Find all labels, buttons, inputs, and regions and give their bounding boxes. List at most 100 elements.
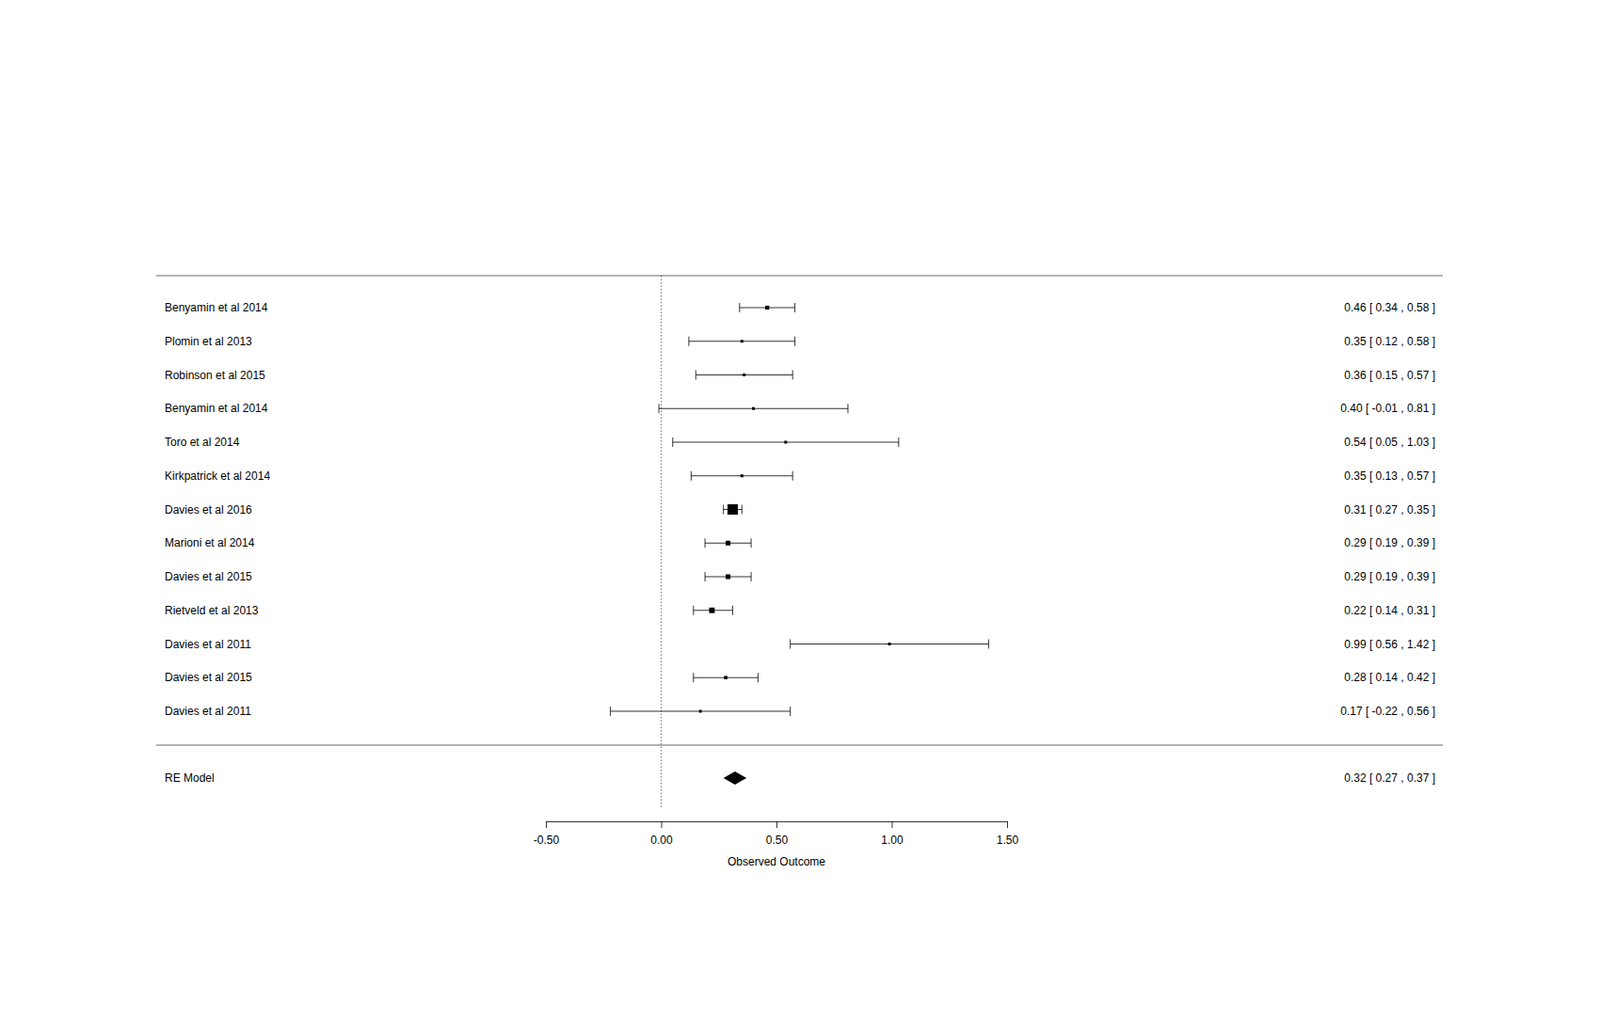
tick-label: 0.00	[650, 833, 673, 848]
point-estimate	[752, 407, 755, 411]
study-label: Toro et al 2014	[164, 435, 240, 449]
estimate-label: 0.28 [ 0.14 , 0.42 ]	[1344, 671, 1436, 685]
ci-line	[690, 475, 793, 477]
ci-cap	[794, 303, 796, 313]
summary-estimate-label: 0.32 [ 0.27 , 0.37 ]	[1344, 771, 1436, 785]
study-label: Kirkpatrick et al 2014	[164, 469, 271, 483]
point-estimate	[708, 608, 715, 614]
summary-label: RE Model	[164, 771, 215, 785]
ci-cap	[695, 370, 697, 381]
summary-diamond	[723, 771, 748, 785]
tick-mark	[892, 821, 894, 829]
study-label: Davies et al 2016	[164, 503, 253, 517]
point-estimate	[725, 575, 731, 580]
study-row	[672, 437, 899, 448]
x-tick: 1.50	[996, 821, 1020, 848]
ci-cap	[722, 505, 724, 515]
estimate-label: 0.31 [ 0.27 , 0.35 ]	[1344, 503, 1436, 517]
study-label: Davies et al 2015	[164, 570, 253, 584]
study-row	[704, 538, 752, 548]
x-tick: 0.50	[766, 821, 789, 848]
tick-label: -0.50	[533, 833, 560, 848]
estimate-label: 0.54 [ 0.05 , 1.03 ]	[1344, 435, 1436, 449]
ci-line	[688, 340, 796, 342]
estimate-label: 0.17 [ -0.22 , 0.56 ]	[1340, 704, 1436, 719]
estimate-label: 0.35 [ 0.12 , 0.58 ]	[1344, 335, 1436, 349]
estimate-label: 0.22 [ 0.14 , 0.31 ]	[1344, 604, 1436, 618]
ci-cap	[988, 640, 990, 650]
study-row	[693, 606, 734, 616]
study-row	[693, 672, 759, 683]
tick-label: 1.50	[996, 833, 1020, 848]
ci-cap	[738, 303, 740, 313]
point-estimate	[888, 642, 892, 646]
ci-cap	[672, 437, 673, 448]
ci-cap	[741, 505, 743, 515]
plot-area	[610, 275, 990, 809]
x-tick: 0.00	[650, 821, 673, 848]
ci-line	[610, 711, 791, 713]
study-row	[723, 504, 743, 515]
study-row	[690, 471, 793, 481]
study-label: Benyamin et al 2014	[164, 401, 269, 416]
ci-cap	[789, 640, 791, 650]
x-tick: -0.50	[533, 821, 560, 848]
ci-cap	[692, 672, 694, 683]
point-estimate	[740, 339, 744, 343]
ci-cap	[789, 706, 791, 717]
ci-cap	[692, 606, 694, 616]
study-label: Plomin et al 2013	[164, 335, 253, 349]
tick-mark	[1007, 821, 1008, 829]
study-row	[704, 572, 752, 582]
study-label: Davies et al 2011	[164, 704, 252, 719]
ci-cap	[847, 403, 848, 414]
tick-label: 1.00	[880, 833, 904, 848]
separator-line	[156, 745, 1443, 747]
x-axis-title: Observed Outcome	[727, 855, 826, 869]
labels: Benyamin et al 2014 0.46 [ 0.34 , 0.58 ] P…	[164, 301, 1436, 785]
ci-cap	[792, 471, 794, 481]
point-estimate	[742, 373, 746, 377]
reference-line	[660, 275, 662, 809]
tick-mark	[776, 821, 778, 829]
estimate-label: 0.29 [ 0.19 , 0.39 ]	[1344, 536, 1436, 550]
study-label: Davies et al 2011	[164, 638, 252, 652]
x-axis: -0.50 0.00 0.50 1.00 1.50	[533, 821, 1020, 848]
estimate-label: 0.46 [ 0.34 , 0.58 ]	[1344, 301, 1436, 315]
point-estimate	[725, 541, 731, 546]
study-row	[688, 336, 796, 347]
ci-cap	[704, 538, 706, 548]
tick-mark	[661, 821, 663, 829]
estimate-label: 0.99 [ 0.56 , 1.42 ]	[1344, 638, 1436, 652]
ci-cap	[732, 606, 734, 616]
point-estimate	[699, 710, 703, 714]
study-row	[658, 403, 848, 414]
ci-line	[695, 374, 793, 376]
estimate-label: 0.29 [ 0.19 , 0.39 ]	[1344, 570, 1436, 584]
ci-cap	[658, 403, 660, 414]
point-estimate	[784, 441, 787, 445]
tick-label: 0.50	[766, 833, 789, 848]
ci-cap	[794, 336, 796, 347]
point-estimate	[723, 675, 728, 680]
study-row	[739, 303, 796, 313]
ci-cap	[897, 437, 899, 448]
x-tick: 1.00	[880, 821, 904, 848]
point-estimate	[727, 504, 738, 515]
point-estimate	[740, 474, 744, 478]
study-label: Benyamin et al 2014	[164, 301, 269, 315]
study-row	[610, 706, 791, 717]
ci-cap	[704, 572, 706, 582]
study-label: Robinson et al 2015	[164, 368, 266, 383]
ci-cap	[792, 370, 794, 381]
study-label: Marioni et al 2014	[164, 536, 256, 550]
estimate-label: 0.35 [ 0.13 , 0.57 ]	[1344, 469, 1436, 483]
ci-line	[658, 408, 848, 410]
study-label: Davies et al 2015	[164, 671, 253, 685]
estimate-label: 0.36 [ 0.15 , 0.57 ]	[1344, 368, 1436, 383]
ci-cap	[688, 336, 689, 347]
separator-line	[156, 275, 1443, 277]
ci-line	[790, 643, 990, 645]
study-row	[695, 370, 793, 381]
ci-cap	[757, 672, 759, 683]
